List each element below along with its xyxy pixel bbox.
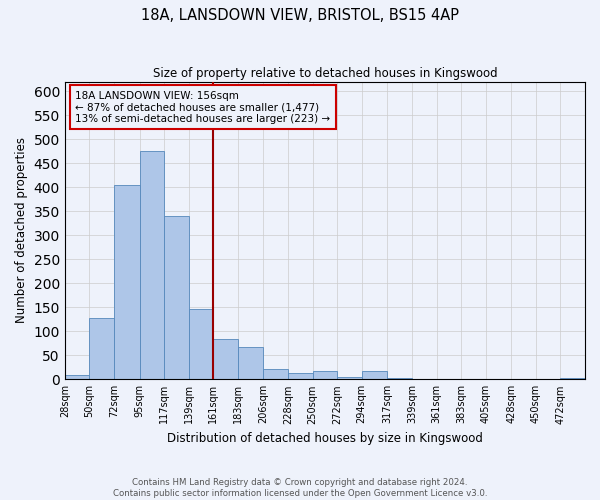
Y-axis label: Number of detached properties: Number of detached properties: [15, 138, 28, 324]
Bar: [313, 371, 337, 380]
Bar: [288, 373, 313, 380]
Bar: [337, 377, 362, 380]
Bar: [213, 338, 238, 380]
Bar: [140, 152, 164, 380]
Text: 18A LANSDOWN VIEW: 156sqm
← 87% of detached houses are smaller (1,477)
13% of se: 18A LANSDOWN VIEW: 156sqm ← 87% of detac…: [75, 90, 331, 124]
Bar: [362, 371, 388, 380]
Bar: [89, 318, 114, 380]
Bar: [189, 308, 213, 380]
Title: Size of property relative to detached houses in Kingswood: Size of property relative to detached ho…: [152, 68, 497, 80]
Bar: [164, 216, 189, 380]
Bar: [238, 346, 263, 380]
Text: 18A, LANSDOWN VIEW, BRISTOL, BS15 4AP: 18A, LANSDOWN VIEW, BRISTOL, BS15 4AP: [141, 8, 459, 22]
Bar: [263, 368, 288, 380]
Bar: [65, 376, 89, 380]
Text: Contains HM Land Registry data © Crown copyright and database right 2024.
Contai: Contains HM Land Registry data © Crown c…: [113, 478, 487, 498]
X-axis label: Distribution of detached houses by size in Kingswood: Distribution of detached houses by size …: [167, 432, 483, 445]
Bar: [560, 378, 585, 380]
Bar: [114, 185, 140, 380]
Bar: [388, 378, 412, 380]
